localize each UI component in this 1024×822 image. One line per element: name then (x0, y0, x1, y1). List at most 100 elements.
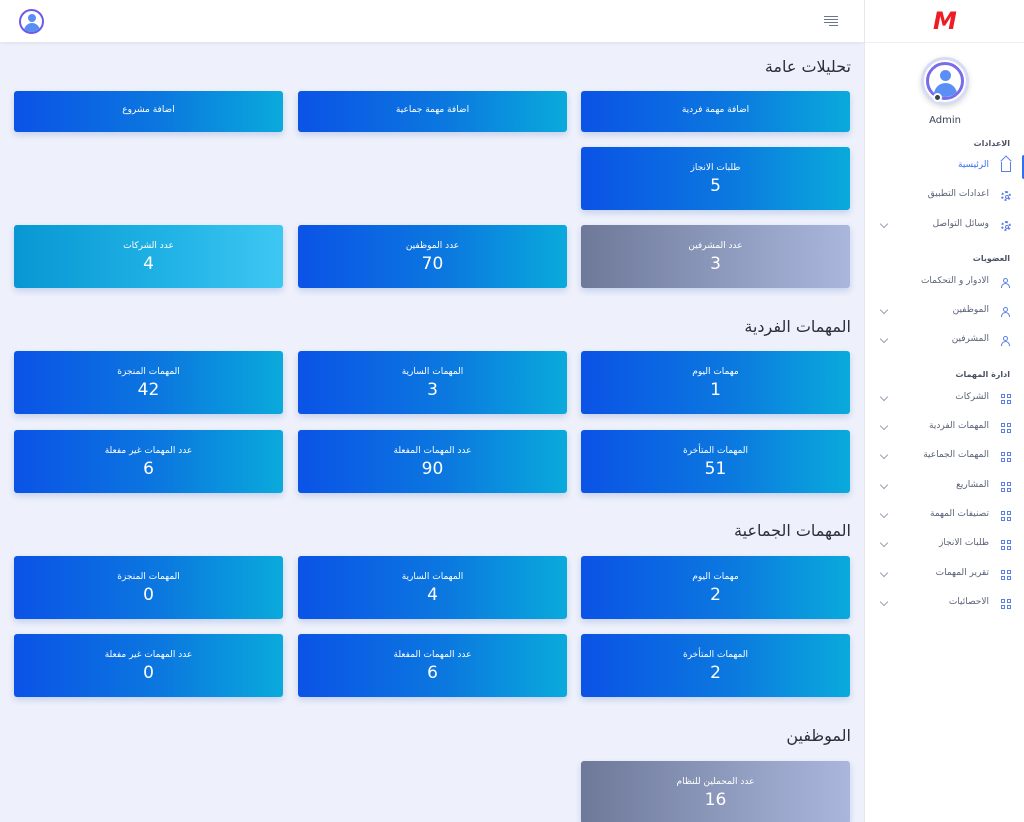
sidebar-item-completion-requests[interactable]: طلبات الانجاز (865, 533, 1024, 557)
sidebar-item-label: الادوار و التحكمات (920, 276, 989, 286)
add-project-button[interactable]: اضافة مشروع (14, 91, 283, 132)
add-single-task-button[interactable]: اضافة مهمة فردية (581, 91, 850, 132)
stat-card-individual-completed[interactable]: المهمات المنجزة 42 (14, 351, 283, 414)
settings-cog-icon (1001, 221, 1011, 231)
stat-value: 0 (143, 585, 154, 605)
sidebar-section-settings: الاعدادات (973, 139, 1010, 148)
profile-name: Admin (929, 115, 961, 126)
sidebar-item-label: تصنيفات المهمة (930, 509, 989, 519)
sidebar-item-label: الاحصائيات (948, 597, 989, 607)
stat-value: 70 (421, 254, 444, 274)
chevron-down-icon (879, 568, 889, 578)
sidebar-item-label: المهمات الجماعية (923, 450, 989, 460)
stat-card-individual-inactive[interactable]: عدد المهمات غير مفعلة 6 (14, 430, 283, 493)
stat-label: المهمات المنجزة (117, 572, 180, 582)
divider (865, 42, 1024, 43)
stat-value: 16 (704, 790, 727, 810)
section-title-general: تحليلات عامة (764, 57, 851, 76)
menu-toggle-icon[interactable] (822, 16, 838, 28)
button-label: اضافة مهمة فردية (681, 105, 750, 115)
grid-icon (1001, 423, 1011, 433)
stat-card-companies[interactable]: عدد الشركات 4 (14, 225, 283, 288)
chevron-down-icon (879, 509, 889, 519)
sidebar: M Admin الاعدادات الرئيسية اعدادات التطب… (864, 0, 1024, 822)
sidebar-item-individual-tasks[interactable]: المهمات الفردية (865, 416, 1024, 440)
stat-card-individual-late[interactable]: المهمات المتأخرة 51 (581, 430, 850, 493)
chevron-down-icon (879, 421, 889, 431)
home-icon (1001, 162, 1011, 172)
stat-label: مهمات اليوم (692, 367, 739, 377)
top-bar (0, 0, 864, 42)
sidebar-item-roles[interactable]: الادوار و التحكمات (865, 271, 1024, 295)
stat-card-system-users[interactable]: عدد المحملين للنظام 16 (581, 761, 850, 822)
stat-card-group-inactive[interactable]: عدد المهمات غير مفعلة 0 (14, 634, 283, 697)
sidebar-item-label: الموظفين (952, 305, 989, 315)
grid-icon (1001, 540, 1011, 550)
user-avatar-icon[interactable] (19, 9, 44, 34)
stat-value: 0 (143, 663, 154, 683)
chevron-down-icon (879, 334, 889, 344)
stat-card-group-completed[interactable]: المهمات المنجزة 0 (14, 556, 283, 619)
active-indicator (1022, 155, 1024, 179)
sidebar-item-app-settings[interactable]: اعدادات التطبيق (865, 184, 1024, 208)
grid-icon (1001, 511, 1011, 521)
stat-value: 3 (427, 380, 438, 400)
stat-label: المهمات المنجزة (117, 367, 180, 377)
stat-value: 2 (710, 585, 721, 605)
sidebar-item-social-media[interactable]: وسائل التواصل (865, 214, 1024, 238)
stat-card-individual-activated[interactable]: عدد المهمات المفعلة 90 (298, 430, 567, 493)
sidebar-item-label: اعدادات التطبيق (927, 189, 989, 199)
stat-card-group-late[interactable]: المهمات المتأخرة 2 (581, 634, 850, 697)
stat-value: 6 (143, 459, 154, 479)
stat-card-group-today[interactable]: مهمات اليوم 2 (581, 556, 850, 619)
sidebar-item-supervisors[interactable]: المشرفين (865, 329, 1024, 353)
button-label: اضافة مهمة جماعية (395, 105, 470, 115)
sidebar-item-label: تقرير المهمات (935, 568, 989, 578)
sidebar-item-label: الرئيسية (958, 160, 989, 170)
stat-label: عدد الشركات (123, 241, 174, 251)
button-label: اضافة مشروع (122, 105, 175, 115)
stat-card-individual-ongoing[interactable]: المهمات السارية 3 (298, 351, 567, 414)
stat-card-group-ongoing[interactable]: المهمات السارية 4 (298, 556, 567, 619)
sidebar-item-statistics[interactable]: الاحصائيات (865, 592, 1024, 616)
stat-label: عدد المحملين للنظام (676, 777, 755, 787)
grid-icon (1001, 482, 1011, 492)
section-title-group-tasks: المهمات الجماعية (734, 521, 851, 540)
chevron-down-icon (879, 392, 889, 402)
stat-card-individual-today[interactable]: مهمات اليوم 1 (581, 351, 850, 414)
stat-value: 42 (137, 380, 160, 400)
stat-label: المهمات المتأخرة (682, 446, 749, 456)
stat-label: مهمات اليوم (692, 572, 739, 582)
stat-card-employees[interactable]: عدد الموظفين 70 (298, 225, 567, 288)
sidebar-item-group-tasks[interactable]: المهمات الجماعية (865, 445, 1024, 469)
sidebar-item-label: المشاريع (956, 480, 989, 490)
stat-value: 90 (421, 459, 444, 479)
sidebar-item-employees[interactable]: الموظفين (865, 300, 1024, 324)
chevron-down-icon (879, 219, 889, 229)
sidebar-item-home[interactable]: الرئيسية (865, 155, 1024, 179)
sidebar-item-label: وسائل التواصل (932, 219, 989, 229)
sidebar-item-projects[interactable]: المشاريع (865, 475, 1024, 499)
stat-card-group-activated[interactable]: عدد المهمات المفعلة 6 (298, 634, 567, 697)
sidebar-item-task-report[interactable]: تقرير المهمات (865, 563, 1024, 587)
stat-card-supervisors[interactable]: عدد المشرفين 3 (581, 225, 850, 288)
stat-value: 4 (427, 585, 438, 605)
stat-value: 6 (427, 663, 438, 683)
stat-value: 5 (710, 176, 721, 196)
stat-label: طلبات الانجاز (690, 163, 741, 173)
stat-card-completion-requests[interactable]: طلبات الانجاز 5 (581, 147, 850, 210)
sidebar-item-companies[interactable]: الشركات (865, 387, 1024, 411)
users-icon (1001, 307, 1011, 317)
sidebar-item-task-categories[interactable]: تصنيفات المهمة (865, 504, 1024, 528)
sidebar-item-label: المهمات الفردية (929, 421, 989, 431)
stat-value: 51 (704, 459, 727, 479)
section-title-employees: الموظفين (786, 726, 851, 745)
sidebar-item-label: طلبات الانجاز (939, 538, 989, 548)
sidebar-section-memberships: العضويات (972, 254, 1010, 263)
stat-label: عدد المشرفين (688, 241, 743, 251)
stat-label: عدد المهمات غير مفعلة (104, 650, 193, 660)
app-logo[interactable]: M (933, 7, 957, 35)
users-icon (1001, 336, 1011, 346)
add-group-task-button[interactable]: اضافة مهمة جماعية (298, 91, 567, 132)
profile-avatar[interactable] (921, 57, 969, 105)
